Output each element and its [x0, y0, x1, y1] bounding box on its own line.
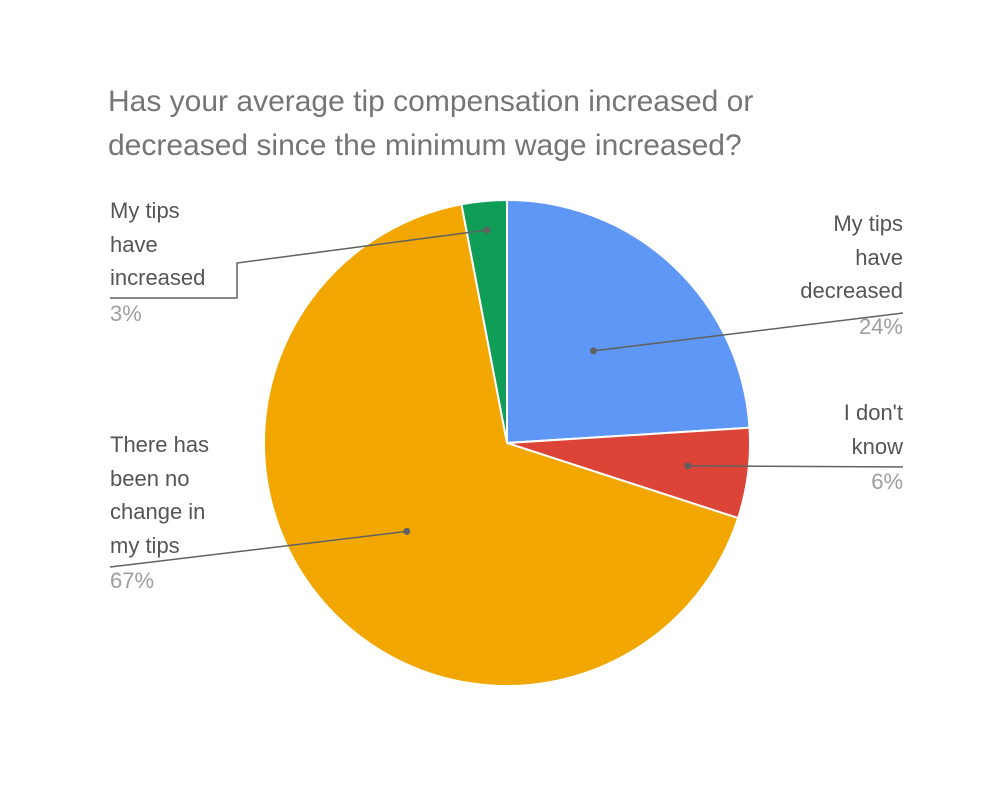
- chart-title-line-2: decreased since the minimum wage increas…: [108, 129, 742, 162]
- chart-title-line-1: Has your average tip compensation increa…: [108, 85, 754, 118]
- label-percent: 3%: [110, 300, 142, 326]
- label-percent: 67%: [110, 568, 155, 593]
- label-my-tips-have-decreased: My tips have decreased 24%: [753, 207, 903, 343]
- label-i-dont-know: I don't know 6%: [753, 396, 903, 499]
- leader-dot-2: [403, 527, 411, 535]
- label-my-tips-have-increased: My tips have increased 3%: [110, 194, 260, 330]
- label-name: My tips have increased: [110, 198, 206, 290]
- chart-title: Has your average tip compensation increa…: [108, 80, 908, 168]
- leader-line-1: [687, 465, 904, 468]
- leader-line-0: [593, 312, 904, 352]
- label-no-change: There has been no change in my tips 67%: [110, 428, 260, 598]
- leader-line-2: [109, 530, 407, 568]
- pie-slice-2: [263, 203, 740, 687]
- label-name: I don't know: [843, 400, 903, 459]
- pie-slice-0: [506, 198, 751, 445]
- label-percent: 24%: [858, 313, 903, 339]
- leader-dot-1: [684, 462, 692, 470]
- leader-line-3: [110, 229, 487, 299]
- label-name: There has been no change in my tips: [110, 432, 210, 558]
- pie-slice-3: [460, 198, 508, 444]
- label-percent: 6%: [871, 469, 903, 494]
- leader-dot-0: [589, 347, 597, 355]
- leader-dot-3: [483, 226, 491, 234]
- label-name: My tips have decreased: [800, 211, 903, 303]
